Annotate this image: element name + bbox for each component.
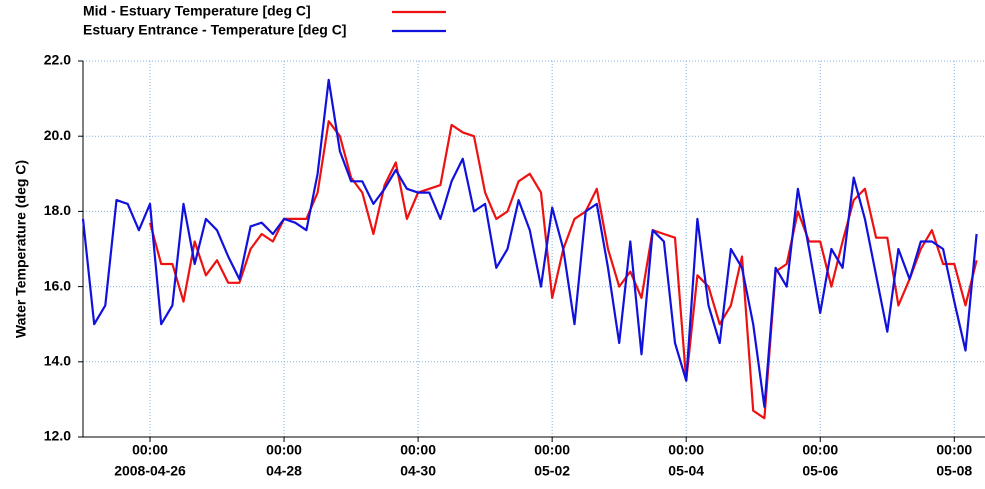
x-tick-label: 05-04 [668,463,704,479]
y-tick-label: 20.0 [44,127,71,143]
y-tick-label: 12.0 [44,428,71,444]
x-tick-label: 00:00 [266,442,302,458]
legend-label: Estuary Entrance - Temperature [deg C] [83,22,346,38]
x-tick-label: 04-28 [266,463,302,479]
x-tick-label: 00:00 [400,442,436,458]
x-tick-label: 05-02 [534,463,570,479]
y-axis-label: Water Temperature (deg C) [13,160,29,338]
y-tick-label: 14.0 [44,353,71,369]
y-tick-label: 16.0 [44,277,71,293]
series-line [148,120,978,420]
x-tick-label: 00:00 [802,442,838,458]
x-tick-label: 00:00 [132,442,168,458]
x-tick-label: 00:00 [936,442,972,458]
x-tick-label: 00:00 [534,442,570,458]
y-tick-label: 22.0 [44,52,71,68]
x-tick-label: 05-06 [802,463,838,479]
y-tick-label: 18.0 [44,202,71,218]
x-tick-label: 00:00 [668,442,704,458]
x-tick-label: 04-30 [400,463,436,479]
x-tick-label: 05-08 [936,463,972,479]
x-tick-label: 2008-04-26 [114,463,186,479]
legend-label: Mid - Estuary Temperature [deg C] [83,3,311,19]
series-line [81,78,978,408]
